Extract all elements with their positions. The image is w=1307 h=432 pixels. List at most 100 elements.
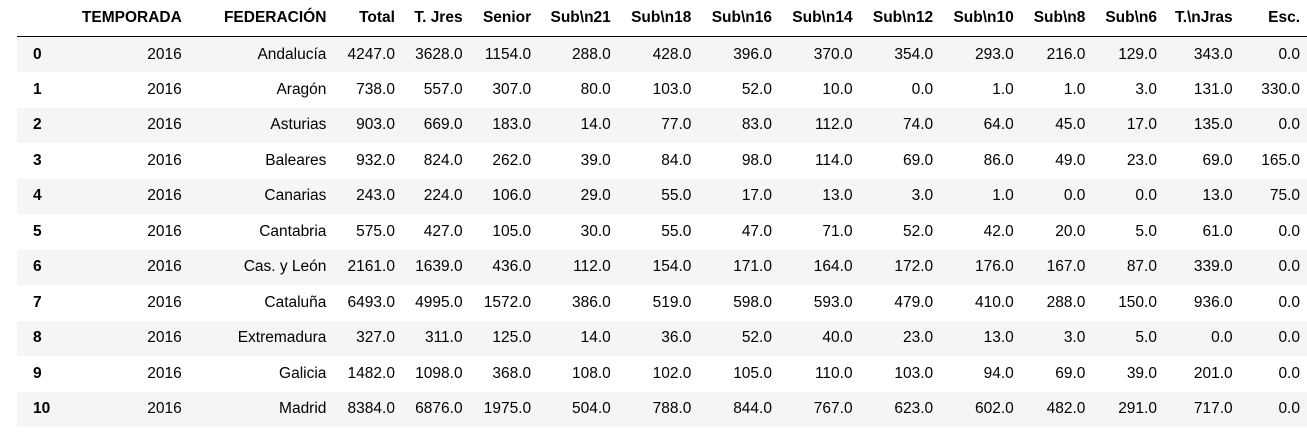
table-cell: 0.0	[1278, 258, 1300, 276]
header-row: TEMPORADA FEDERACIÓN Total T. Jres Senio…	[17, 0, 1307, 37]
table-cell: 288.0	[1046, 293, 1086, 311]
table-cell: 165.0	[1261, 151, 1300, 169]
table-cell: 330.0	[1261, 80, 1300, 98]
table-cell: Cas. y León	[243, 258, 327, 276]
table-cell: 2016	[147, 45, 182, 63]
table-cell: 428.0	[652, 45, 692, 63]
table-cell: 343.0	[1193, 45, 1233, 63]
table-row: 3 2016 Baleares 932.0 824.0 262.0 39.0 84.0 98.0…	[17, 143, 1307, 179]
table-cell: 602.0	[974, 400, 1014, 418]
table-cell: 131.0	[1193, 80, 1233, 98]
table-cell: 482.0	[1046, 400, 1086, 418]
table-cell: 114.0	[814, 151, 853, 169]
column-header: T. Jres	[401, 0, 470, 37]
table-cell: 42.0	[983, 222, 1014, 240]
table-cell: 2016	[147, 258, 182, 276]
table-cell: 788.0	[652, 400, 692, 418]
table-cell: 767.0	[813, 400, 853, 418]
table-cell: Andalucía	[257, 45, 327, 63]
table-cell: 105.0	[492, 222, 532, 240]
row-index: 10	[33, 400, 51, 418]
table-cell: 669.0	[423, 116, 463, 134]
index-header	[17, 0, 65, 37]
table-cell: 6876.0	[415, 400, 463, 418]
table-row: 5 2016 Cantabria 575.0 427.0 105.0 30.0 55.0 47.…	[17, 214, 1307, 250]
table-cell: Cantabria	[259, 222, 327, 240]
table-row: 1 2016 Aragón 738.0 557.0 307.0 80.0 103.0 52.0 1…	[17, 72, 1307, 108]
table-cell: 52.0	[741, 329, 772, 347]
column-header: FEDERACIÓN	[188, 0, 334, 37]
table-cell: 327.0	[356, 329, 395, 347]
table-cell: 20.0	[1055, 222, 1086, 240]
table-cell: 307.0	[492, 80, 532, 98]
table-cell: 339.0	[1193, 258, 1233, 276]
table-cell: 0.0	[1135, 187, 1157, 205]
table-cell: 55.0	[661, 187, 692, 205]
table-cell: 167.0	[1046, 258, 1086, 276]
table-cell: 1154.0	[484, 45, 532, 63]
table-cell: 6493.0	[347, 293, 395, 311]
row-index: 3	[33, 151, 42, 169]
table-cell: 10.0	[822, 80, 853, 98]
table-cell: 2016	[147, 116, 182, 134]
table-cell: 171.0	[733, 258, 772, 276]
row-index: 2	[33, 116, 42, 134]
row-index: 9	[33, 364, 42, 382]
table-cell: 2016	[147, 293, 182, 311]
table-cell: 1098.0	[415, 364, 463, 382]
table-cell: 69.0	[1055, 364, 1086, 382]
table-cell: 125.0	[492, 329, 532, 347]
table-cell: 23.0	[903, 329, 934, 347]
table-cell: 0.0	[911, 80, 934, 98]
table-cell: 176.0	[974, 258, 1014, 276]
table-cell: 154.0	[652, 258, 692, 276]
row-index: 5	[33, 222, 42, 240]
row-index: 6	[33, 258, 42, 276]
table-row: 7 2016 Cataluña 6493.0 4995.0 1572.0 386.0 519.…	[17, 285, 1307, 321]
table-cell: 52.0	[903, 222, 934, 240]
table-cell: 40.0	[822, 329, 853, 347]
table-cell: 17.0	[1126, 116, 1157, 134]
table-cell: 293.0	[974, 45, 1014, 63]
table-cell: 30.0	[580, 222, 611, 240]
table-cell: Baleares	[265, 151, 327, 169]
table-cell: 2016	[147, 400, 182, 418]
table-cell: 1.0	[992, 80, 1014, 98]
table-cell: 80.0	[580, 80, 611, 98]
table-cell: 1482.0	[347, 364, 395, 382]
table-cell: 0.0	[1278, 293, 1300, 311]
table-cell: 844.0	[733, 400, 772, 418]
table-cell: Galicia	[279, 364, 327, 382]
table-cell: 45.0	[1055, 116, 1086, 134]
table-cell: 0.0	[1278, 116, 1300, 134]
table-cell: 71.0	[822, 222, 853, 240]
column-header: Sub\n10	[940, 0, 1021, 37]
table-cell: 74.0	[903, 116, 934, 134]
table-cell: 106.0	[492, 187, 532, 205]
table-cell: 94.0	[983, 364, 1014, 382]
table-cell: 75.0	[1269, 187, 1300, 205]
table-row: 6 2016 Cas. y León 2161.0 1639.0 436.0 112.0 15…	[17, 249, 1307, 285]
table-cell: Asturias	[270, 116, 327, 134]
table-cell: 0.0	[1278, 364, 1300, 382]
table-cell: 593.0	[813, 293, 853, 311]
column-header: Senior	[469, 0, 539, 37]
table-cell: 29.0	[580, 187, 611, 205]
table-cell: 14.0	[580, 329, 611, 347]
column-header: T.\nJras	[1163, 0, 1240, 37]
table-cell: 3628.0	[415, 45, 463, 63]
column-header: Sub\n14	[778, 0, 860, 37]
table-cell: 47.0	[741, 222, 772, 240]
table-cell: 243.0	[356, 187, 395, 205]
table-cell: 103.0	[652, 80, 692, 98]
table-cell: 479.0	[894, 293, 934, 311]
dataframe-table: TEMPORADA FEDERACIÓN Total T. Jres Senio…	[17, 0, 1307, 427]
table-cell: 17.0	[741, 187, 772, 205]
table-cell: 717.0	[1193, 400, 1233, 418]
table-cell: 224.0	[423, 187, 463, 205]
table-cell: 112.0	[573, 258, 611, 276]
column-header: Sub\n16	[698, 0, 779, 37]
table-cell: 87.0	[1126, 258, 1157, 276]
table-cell: 172.0	[894, 258, 934, 276]
table-cell: 201.0	[1193, 364, 1233, 382]
